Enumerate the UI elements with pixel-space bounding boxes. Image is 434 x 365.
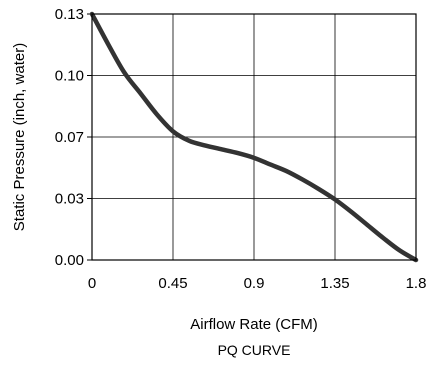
y-tick-label: 0.13 [55, 6, 84, 23]
x-tick-label: 0.9 [244, 275, 265, 292]
y-tick-labels: 0.00 0.03 0.07 0.10 0.13 [55, 6, 84, 269]
x-tick-label: 1.35 [320, 275, 349, 292]
x-axis-title: Airflow Rate (CFM) [190, 316, 318, 333]
y-tick-label: 0.03 [55, 191, 84, 208]
x-tick-label: 0 [88, 275, 96, 292]
x-tick-label: 0.45 [158, 275, 187, 292]
series-layer [89, 11, 419, 263]
x-tick-label: 1.8 [406, 275, 427, 292]
y-tick-label: 0.07 [55, 129, 84, 146]
plot-frame [91, 13, 417, 261]
pq-curve-line [89, 11, 419, 263]
y-tick-label: 0.10 [55, 68, 84, 85]
y-axis-title: Static Pressure (inch, water) [11, 43, 28, 231]
x-tick-labels: 0 0.45 0.9 1.35 1.8 [88, 275, 427, 292]
grid-lines [87, 13, 416, 261]
chart-title: PQ CURVE [218, 342, 291, 358]
y-tick-label: 0.00 [55, 252, 84, 269]
